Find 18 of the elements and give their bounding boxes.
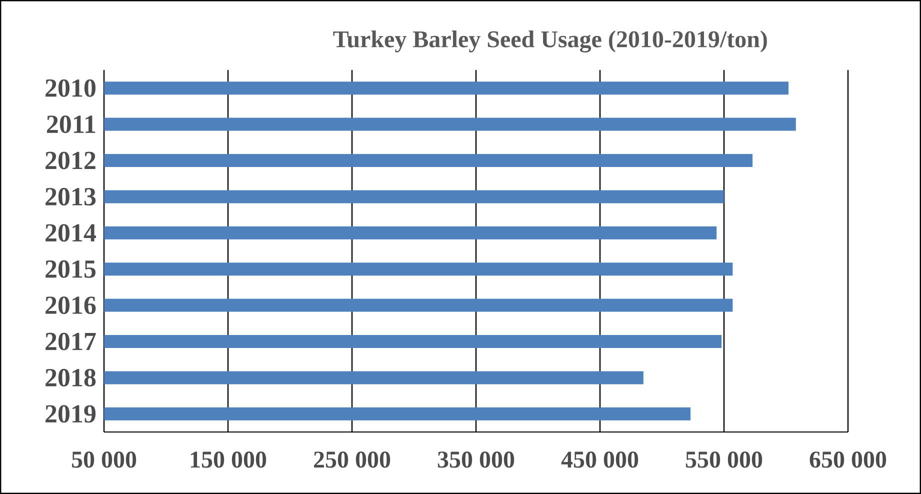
- y-tick-label: 2011: [47, 116, 96, 134]
- y-tick-label: 2010: [46, 79, 96, 97]
- y-tick-label: 2014: [46, 224, 96, 242]
- x-tick-label: 450 000: [561, 452, 638, 468]
- y-tick-label: 2012: [46, 152, 96, 170]
- y-tick-label: 2015: [46, 260, 96, 278]
- y-tick-label: 2016: [46, 296, 96, 314]
- x-tick-label: 350 000: [438, 452, 514, 468]
- x-tick-label: 650 000: [810, 452, 886, 468]
- y-tick-label: 2018: [46, 368, 96, 386]
- x-tick-label: 150 000: [190, 452, 266, 468]
- x-tick-label: 250 000: [314, 452, 390, 468]
- y-tick-label: 2017: [46, 332, 96, 350]
- y-tick-label: 2013: [46, 188, 96, 206]
- y-tick-label: 2019: [46, 405, 96, 423]
- x-tick-label: 550 000: [686, 452, 762, 468]
- x-tick-label: 50 000: [72, 452, 136, 468]
- chart-title: Turkey Barley Seed Usage (2010-2019/ton): [333, 30, 767, 52]
